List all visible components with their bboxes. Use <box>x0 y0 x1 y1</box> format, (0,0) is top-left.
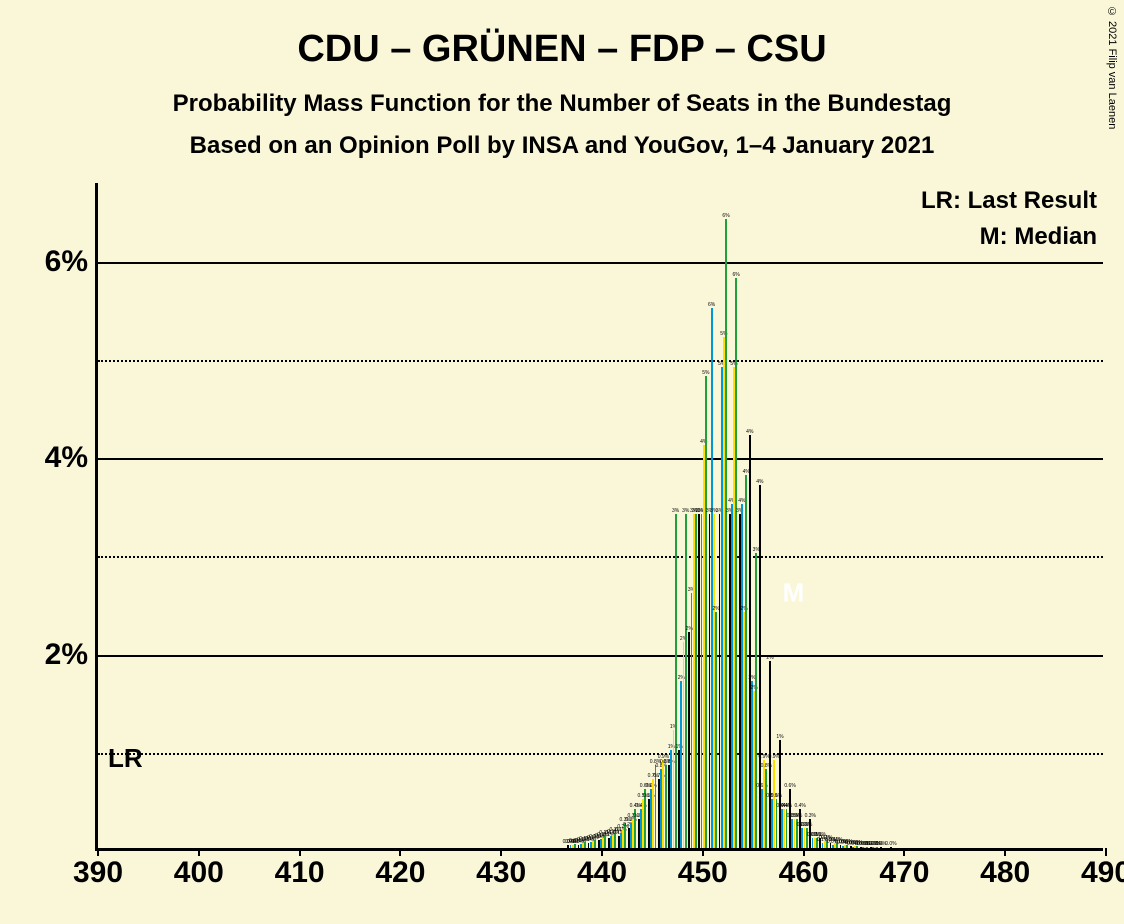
x-tick-label: 480 <box>980 848 1030 890</box>
bar: 0.0% <box>866 847 868 848</box>
y-tick-label: 6% <box>45 245 98 279</box>
bar: 2% <box>715 612 717 848</box>
bar-value-label: 0.4% <box>794 803 805 809</box>
bar-value-label: 0.3% <box>805 813 816 819</box>
bar: 3% <box>695 514 697 848</box>
bar-value-label: 1% <box>776 734 783 740</box>
x-tick-label: 430 <box>476 848 526 890</box>
gridline <box>98 458 1103 460</box>
gridline-minor <box>98 556 1103 558</box>
chart-subtitle-1: Probability Mass Function for the Number… <box>0 90 1124 118</box>
bar-value-label: 6% <box>708 302 715 308</box>
bar: 3% <box>675 514 677 848</box>
y-tick-label: 4% <box>45 441 98 475</box>
bar: 6% <box>725 219 727 848</box>
bar-value-label: 3% <box>672 508 679 514</box>
bar-value-label: 5% <box>702 370 709 376</box>
gridline <box>98 655 1103 657</box>
legend-m: M: Median <box>980 223 1097 251</box>
bar-value-label: 4% <box>746 429 753 435</box>
legend-lr: LR: Last Result <box>921 187 1097 215</box>
bar-value-label: 2% <box>766 655 773 661</box>
chart-title: CDU – GRÜNEN – FDP – CSU <box>0 28 1124 71</box>
bar: 5% <box>705 376 707 848</box>
x-tick-label: 400 <box>174 848 224 890</box>
bar-value-label: 0.6% <box>784 783 795 789</box>
bar: 0.8% <box>665 765 667 849</box>
lr-marker-label: LR <box>108 743 143 774</box>
y-tick-label: 2% <box>45 638 98 672</box>
x-tick-label: 450 <box>678 848 728 890</box>
bar-value-label: 4% <box>756 479 763 485</box>
median-marker-label: M <box>783 577 805 608</box>
bar: 0.1% <box>594 840 596 848</box>
x-tick-label: 470 <box>879 848 929 890</box>
x-tick-label: 420 <box>375 848 425 890</box>
bar: 6% <box>735 278 737 848</box>
x-tick-label: 490 <box>1081 848 1124 890</box>
bar-value-label: 0.0% <box>885 841 896 847</box>
gridline-minor <box>98 753 1103 755</box>
bar: 0.0% <box>890 847 892 848</box>
x-tick-label: 410 <box>275 848 325 890</box>
gridline <box>98 262 1103 264</box>
bar: 4% <box>745 475 747 848</box>
x-tick-label: 440 <box>577 848 627 890</box>
x-tick-label: 460 <box>779 848 829 890</box>
gridline-minor <box>98 360 1103 362</box>
chart-container: © 2021 Filip van Laenen CDU – GRÜNEN – F… <box>0 0 1124 924</box>
bar-value-label: 6% <box>722 213 729 219</box>
bar: 0.0% <box>880 847 882 848</box>
bar-value-label: 6% <box>733 272 740 278</box>
plot-area: LR: Last Result M: Median LR 2%4%6%39040… <box>95 183 1103 851</box>
bar: 3% <box>685 514 687 848</box>
bar-value-label: 3% <box>682 508 689 514</box>
bar: 3% <box>755 553 757 848</box>
x-tick-label: 390 <box>73 848 123 890</box>
bar: 0.8% <box>765 769 767 848</box>
chart-subtitle-2: Based on an Opinion Poll by INSA and You… <box>0 132 1124 160</box>
bar: 0.0% <box>876 847 878 848</box>
